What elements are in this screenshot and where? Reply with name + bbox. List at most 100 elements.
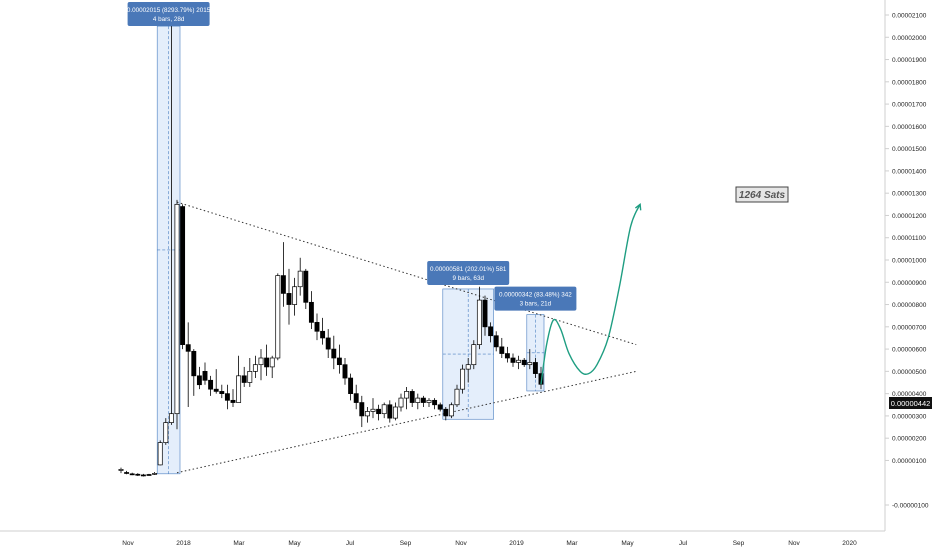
- projection-path: [540, 204, 641, 385]
- x-tick-label: May: [621, 540, 634, 547]
- candle-body: [191, 350, 197, 377]
- candle: [219, 384, 225, 399]
- candle: [392, 402, 398, 421]
- y-tick-label: 0.00000700: [892, 324, 927, 331]
- candle-body: [258, 357, 264, 366]
- candle-body: [471, 344, 477, 366]
- candle: [308, 291, 314, 330]
- candle-body: [129, 473, 135, 476]
- y-tick-label: 0.00000200: [892, 436, 927, 443]
- candle-body: [157, 442, 163, 466]
- y-tick-label: -0.00000100: [892, 503, 929, 510]
- candle: [387, 400, 393, 423]
- last-price-box: [889, 397, 932, 409]
- y-tick-label: 0.00001900: [892, 57, 927, 64]
- candle: [454, 384, 460, 407]
- x-tick-label: 2018: [176, 540, 191, 547]
- measure-label-line2: 4 bars, 28d: [153, 16, 185, 23]
- candle: [280, 242, 286, 307]
- candle-body: [135, 473, 141, 476]
- last-price-text: 0.00000442: [891, 399, 931, 408]
- candle: [420, 395, 426, 407]
- y-tick-label: 0.00001100: [892, 235, 926, 242]
- candle: [152, 472, 158, 475]
- candle-body: [219, 391, 225, 394]
- candle: [499, 337, 505, 358]
- measure-label-line1: 0.00002015 (8293.79%) 2015: [127, 7, 211, 14]
- candle: [314, 313, 320, 341]
- candle-body: [152, 473, 158, 475]
- candle-body: [213, 388, 219, 392]
- candle: [247, 358, 253, 387]
- candle: [252, 355, 258, 379]
- candle-body: [124, 472, 130, 474]
- candle-body: [163, 422, 169, 443]
- candle: [174, 199, 180, 430]
- candle-body: [286, 293, 292, 305]
- measure-label-layer: 0.00002015 (8293.79%) 2015 4 bars, 28d 0.0…: [127, 2, 577, 311]
- candle: [230, 389, 236, 407]
- measure-label-line2: 9 bars, 63d: [452, 275, 484, 282]
- candle-body: [230, 399, 236, 403]
- candle-body: [482, 299, 488, 328]
- candle-body: [448, 404, 454, 417]
- candle: [336, 344, 342, 374]
- candle: [437, 402, 443, 412]
- candle: [532, 358, 538, 379]
- candle-body: [426, 399, 432, 403]
- candle-body: [437, 404, 443, 410]
- candle: [286, 268, 292, 325]
- candle-body: [180, 206, 186, 345]
- measure-label-box: [127, 2, 210, 26]
- candle: [303, 268, 309, 309]
- candle: [527, 349, 533, 370]
- x-tick-label: Mar: [233, 540, 245, 547]
- candle-body: [420, 397, 426, 403]
- candle-body: [516, 359, 522, 363]
- x-tick-label: Sep: [400, 540, 412, 547]
- y-tick-label: 0.00000800: [892, 302, 927, 309]
- candle-body: [387, 404, 393, 419]
- candle-body: [264, 357, 270, 368]
- measure-label-line1: 0.00000581 (202.01%) 581: [430, 266, 507, 273]
- candle: [180, 204, 186, 350]
- candle: [342, 358, 348, 385]
- candle: [146, 473, 152, 476]
- candle: [208, 375, 214, 396]
- x-tick-label: Sep: [733, 540, 745, 547]
- candle: [510, 353, 516, 367]
- candle: [297, 257, 303, 296]
- callout-1264-sats: 1264 Sats: [735, 186, 789, 203]
- last-price-tag[interactable]: 0.00000442: [889, 397, 932, 409]
- candle-body: [303, 270, 309, 303]
- candle-body: [521, 359, 527, 366]
- y-tick-label: 0.00000100: [892, 458, 927, 465]
- candle-body: [476, 299, 482, 345]
- candle: [224, 384, 230, 410]
- callout-text: 1264 Sats: [739, 190, 786, 201]
- candle-body: [499, 346, 505, 354]
- candle: [196, 366, 202, 390]
- callout-box: [735, 186, 789, 203]
- measure-label-box: [494, 286, 577, 311]
- y-tick-label: 0.00001600: [892, 124, 927, 131]
- candle: [264, 344, 270, 376]
- candle-body: [236, 375, 242, 403]
- y-tick-label: 0.00000300: [892, 413, 927, 420]
- candle-body: [275, 275, 281, 359]
- candle: [129, 472, 135, 476]
- y-tick-label: 0.00001300: [892, 191, 927, 198]
- y-tick-label: 0.00002100: [892, 13, 927, 20]
- candle-body: [196, 375, 202, 386]
- candle: [426, 398, 432, 407]
- candle: [432, 398, 438, 410]
- candle-body: [527, 362, 533, 366]
- candle: [202, 362, 208, 385]
- candle: [320, 317, 326, 345]
- candle: [124, 470, 130, 475]
- candle: [353, 384, 359, 410]
- x-axis-ticks: Nov 2018 Mar May Jul Sep Nov 2019 Mar May Jul Sep No…: [122, 540, 857, 547]
- candle: [460, 364, 466, 394]
